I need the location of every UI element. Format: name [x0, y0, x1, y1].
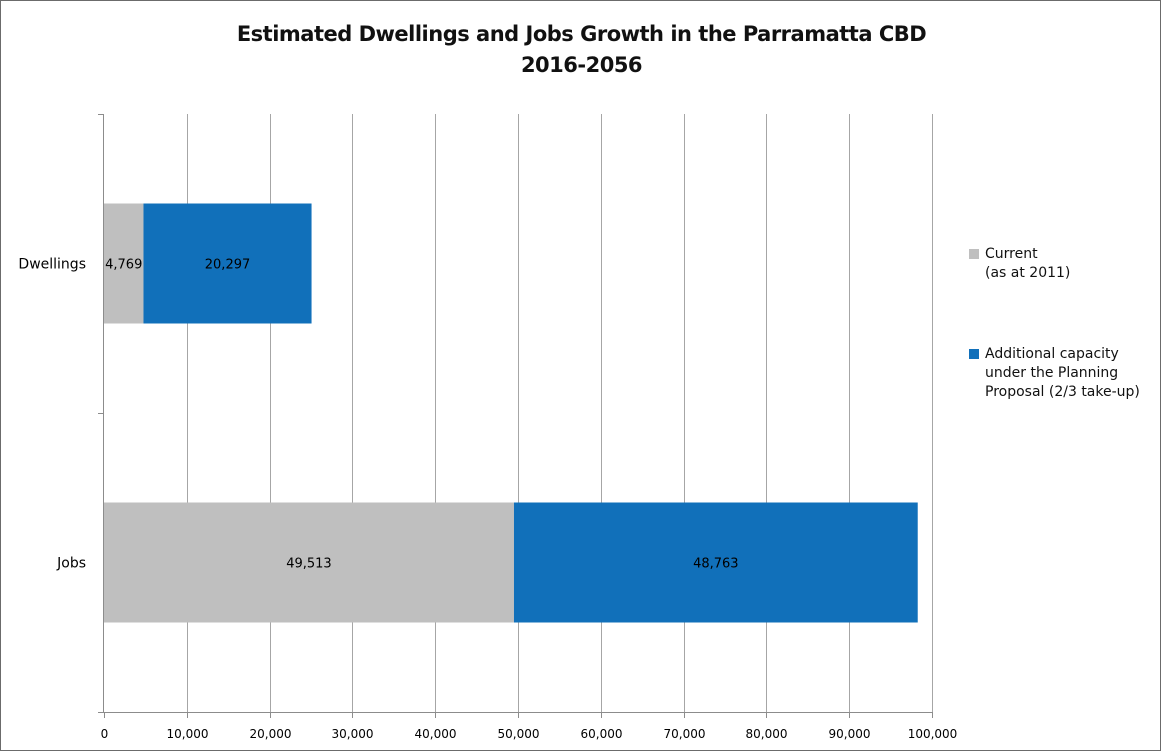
x-tick-label: 80,000: [746, 727, 788, 741]
bar-segment: [104, 502, 514, 623]
bar-segment: [143, 203, 312, 324]
legend-label: Additional capacity: [985, 346, 1119, 362]
legend-swatch: [969, 249, 979, 259]
legend-item: Current (as at 2011): [969, 245, 1159, 283]
legend-label: Proposal (2/3 take-up): [985, 384, 1140, 400]
x-tick-label: 0: [101, 727, 109, 741]
category-label: Dwellings: [18, 257, 86, 273]
legend: Current (as at 2011) Additional capacity un…: [969, 245, 1159, 464]
legend-swatch: [969, 349, 979, 359]
x-tick-label: 90,000: [829, 727, 871, 741]
data-label: 20,297: [205, 258, 251, 273]
chart-subtitle: 2016-2056: [520, 53, 643, 77]
bar-segment: [513, 502, 918, 623]
legend-label: (as at 2011): [985, 265, 1071, 281]
legend-label: under the Planning: [985, 365, 1119, 381]
x-tick-label: 40,000: [415, 727, 457, 741]
legend-label: Current: [985, 246, 1038, 262]
x-tick-label: 10,000: [167, 727, 209, 741]
bar-segment: [104, 203, 144, 324]
data-label: 48,763: [693, 557, 739, 572]
x-tick-label: 50,000: [498, 727, 540, 741]
x-tick-label: 20,000: [250, 727, 292, 741]
x-tick-label: 100,000: [908, 727, 958, 741]
x-tick-label: 30,000: [332, 727, 374, 741]
legend-item: Additional capacity under the Planning Pro…: [969, 345, 1159, 402]
data-label: 4,769: [105, 258, 142, 273]
category-label: Jobs: [56, 556, 86, 572]
chart-title: Estimated Dwellings and Jobs Growth in t…: [236, 22, 927, 46]
chart-title-block: Estimated Dwellings and Jobs Growth in t…: [1, 19, 1161, 81]
x-tick-label: 70,000: [664, 727, 706, 741]
data-label: 49,513: [286, 557, 332, 572]
x-tick-label: 60,000: [581, 727, 623, 741]
